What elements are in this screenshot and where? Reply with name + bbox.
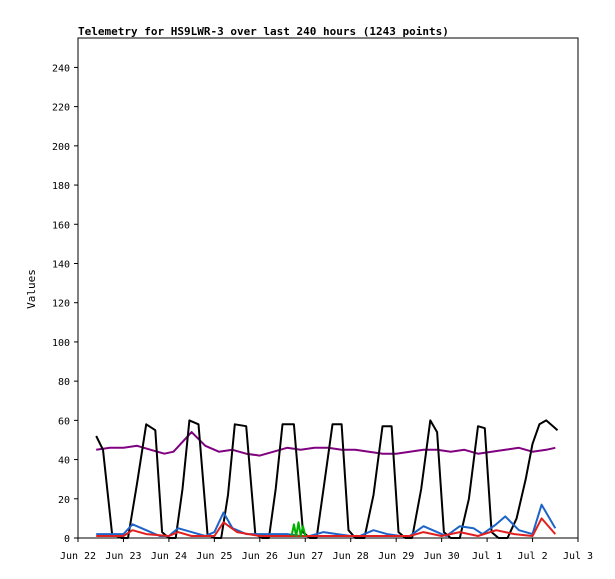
y-tick-label: 100 (52, 338, 70, 349)
x-tick-label: Jul 2 (517, 551, 547, 562)
x-tick-label: Jun 24 (151, 551, 187, 562)
series-line-1 (96, 431, 556, 457)
x-tick-label: Jul 1 (472, 551, 502, 562)
y-tick-label: 80 (58, 377, 70, 388)
y-tick-label: 140 (52, 259, 70, 270)
y-tick-label: 200 (52, 142, 70, 153)
x-tick-label: Jun 22 (60, 551, 96, 562)
x-tick-label: Jun 26 (242, 551, 278, 562)
y-tick-label: 20 (58, 495, 70, 506)
y-tick-label: 60 (58, 416, 70, 427)
y-tick-label: 240 (52, 63, 70, 74)
plot-area: 0 20 40 60 80 100 120 140 160 180 200 220 240 Jun 22 J… (52, 37, 593, 562)
y-tick-label: 0 (64, 534, 70, 545)
y-tick-label: 40 (58, 456, 70, 467)
x-tick-label: Jul 3 (563, 551, 593, 562)
y-tick-label: 120 (52, 299, 70, 310)
y-tick-label: 220 (52, 103, 70, 114)
x-tick-label: Jun 25 (196, 551, 232, 562)
y-tick-label: 160 (52, 220, 70, 231)
x-tick-label: Jun 27 (287, 551, 323, 562)
series-line-2 (95, 419, 559, 539)
series-line-5 (290, 521, 307, 537)
y-tick-label: 180 (52, 181, 70, 192)
x-tick-label: Jun 29 (378, 551, 414, 562)
x-tick-label: Jun 30 (424, 551, 460, 562)
chart-title: Telemetry for HS9LWR-3 over last 240 hou… (78, 25, 449, 38)
series-line-4 (96, 517, 557, 537)
plot-frame (77, 37, 579, 539)
x-tick-label: Jun 28 (333, 551, 369, 562)
x-tick-label: Jun 23 (105, 551, 141, 562)
y-axis-label: Values (25, 269, 38, 309)
series-line-3 (96, 503, 557, 537)
